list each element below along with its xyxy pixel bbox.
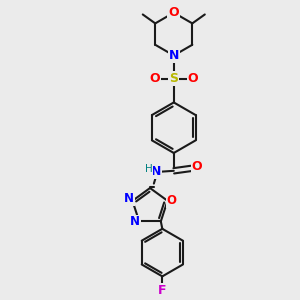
Text: O: O [167,194,177,207]
Text: H: H [145,164,152,174]
Text: O: O [192,160,202,173]
Text: O: O [169,6,179,19]
Text: F: F [158,284,166,296]
Text: O: O [149,72,160,85]
Text: N: N [130,215,140,229]
Text: N: N [169,49,179,62]
Text: N: N [151,165,161,178]
Text: N: N [124,192,134,205]
Text: O: O [188,72,198,85]
Text: S: S [169,72,178,85]
